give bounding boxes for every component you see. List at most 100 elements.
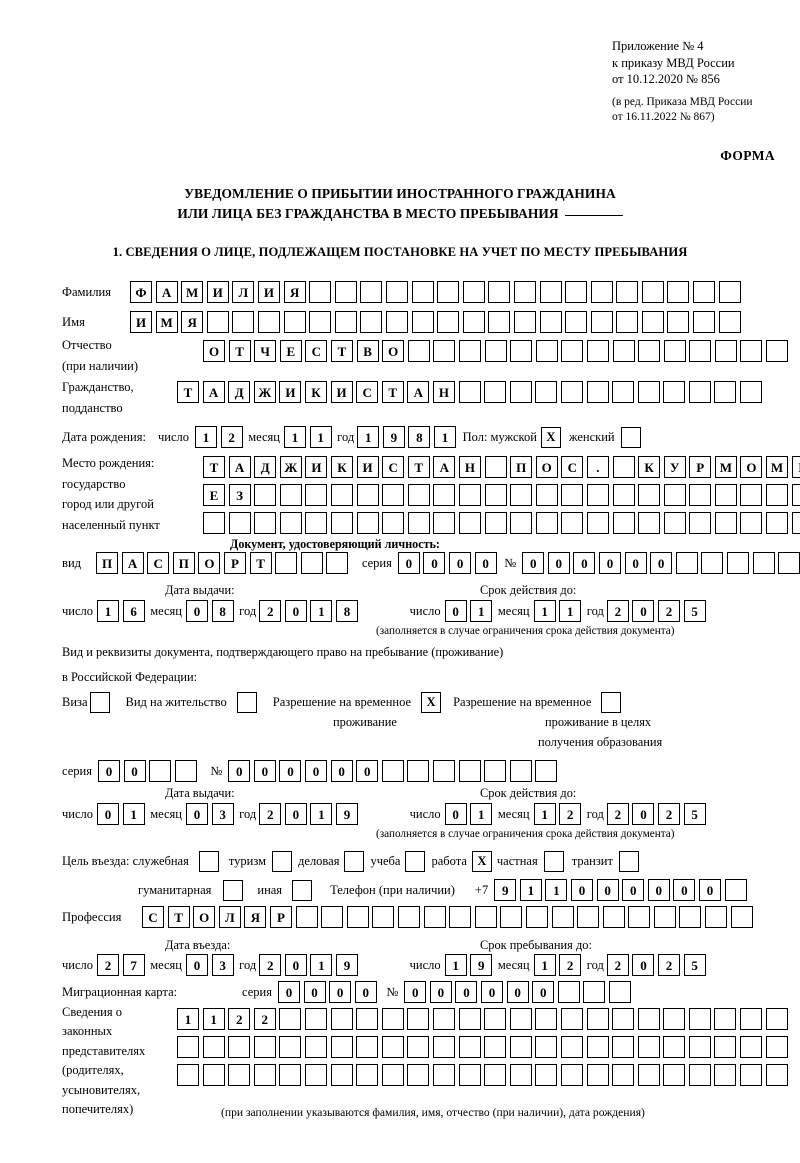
char-cell[interactable] (177, 1064, 199, 1086)
char-cell[interactable]: 0 (354, 981, 377, 1003)
char-cell[interactable] (561, 340, 584, 362)
sex-male-checkbox[interactable]: X (540, 426, 561, 448)
char-cell[interactable]: О (198, 552, 221, 574)
char-cell[interactable] (766, 340, 789, 362)
char-cell[interactable]: 2 (97, 954, 120, 976)
char-cell[interactable] (149, 760, 172, 782)
char-cell[interactable] (539, 281, 562, 303)
char-cell[interactable] (279, 484, 302, 506)
char-cell[interactable] (688, 381, 711, 403)
char-cell[interactable] (458, 340, 481, 362)
char-cell[interactable] (385, 311, 408, 333)
char-cell[interactable]: 2 (658, 600, 681, 622)
char-cell[interactable] (407, 484, 430, 506)
char-cell[interactable]: 8 (211, 600, 234, 622)
char-cell[interactable] (432, 1064, 455, 1086)
char-cell[interactable] (561, 484, 584, 506)
char-cell[interactable] (356, 1008, 379, 1030)
char-cell[interactable] (766, 512, 789, 534)
char-cell[interactable] (382, 512, 405, 534)
char-cell[interactable]: Ж (253, 381, 276, 403)
char-cell[interactable]: 1 (310, 954, 333, 976)
char-cell[interactable]: Д (254, 456, 277, 478)
char-cell[interactable] (232, 311, 255, 333)
char-cell[interactable] (279, 1008, 302, 1030)
char-cell[interactable] (765, 1064, 788, 1086)
char-cell[interactable] (458, 1008, 481, 1030)
char-cell[interactable] (718, 311, 741, 333)
char-cell[interactable] (346, 906, 369, 928)
char-cell[interactable]: И (305, 456, 328, 478)
char-cell[interactable]: М (181, 281, 204, 303)
char-cell[interactable]: 0 (632, 600, 655, 622)
char-cell[interactable]: Б (791, 456, 800, 478)
char-cell[interactable]: 0 (423, 552, 446, 574)
char-cell[interactable] (407, 512, 430, 534)
char-cell[interactable]: 0 (185, 954, 208, 976)
residence-permit-checkbox[interactable] (236, 692, 257, 713)
char-cell[interactable]: 9 (336, 954, 359, 976)
char-cell[interactable] (356, 484, 379, 506)
char-cell[interactable]: 0 (429, 981, 452, 1003)
edu-residence-checkbox[interactable] (601, 692, 622, 713)
char-cell[interactable] (334, 281, 357, 303)
char-cell[interactable] (279, 1064, 302, 1086)
char-cell[interactable] (295, 906, 318, 928)
char-cell[interactable] (560, 381, 583, 403)
char-cell[interactable] (612, 1036, 635, 1058)
char-cell[interactable] (667, 311, 690, 333)
char-cell[interactable] (407, 760, 430, 782)
char-cell[interactable] (616, 311, 639, 333)
char-cell[interactable]: 0 (185, 803, 208, 825)
char-cell[interactable]: 2 (606, 954, 629, 976)
char-cell[interactable] (539, 311, 562, 333)
char-cell[interactable] (602, 906, 625, 928)
char-cell[interactable]: Т (407, 456, 430, 478)
char-cell[interactable] (407, 340, 430, 362)
char-cell[interactable]: Т (177, 381, 199, 403)
char-cell[interactable] (372, 906, 395, 928)
char-cell[interactable] (174, 760, 197, 782)
char-cell[interactable] (433, 512, 456, 534)
char-cell[interactable]: 2 (559, 803, 582, 825)
char-cell[interactable]: Я (181, 311, 204, 333)
char-cell[interactable]: 2 (220, 426, 243, 448)
char-cell[interactable] (509, 381, 532, 403)
char-cell[interactable]: 0 (284, 954, 307, 976)
char-cell[interactable]: 0 (532, 981, 555, 1003)
char-cell[interactable] (484, 1008, 507, 1030)
char-cell[interactable]: А (433, 456, 456, 478)
char-cell[interactable]: 0 (123, 760, 146, 782)
char-cell[interactable] (689, 340, 712, 362)
char-cell[interactable]: Ф (130, 281, 152, 303)
char-cell[interactable]: Я (283, 281, 306, 303)
char-cell[interactable] (334, 311, 357, 333)
char-cell[interactable] (663, 381, 686, 403)
char-cell[interactable]: 0 (279, 760, 302, 782)
char-cell[interactable] (356, 1036, 379, 1058)
char-cell[interactable]: 0 (444, 600, 467, 622)
char-cell[interactable] (484, 456, 507, 478)
char-cell[interactable]: 0 (284, 600, 307, 622)
char-cell[interactable]: 0 (356, 760, 379, 782)
char-cell[interactable]: 0 (228, 760, 251, 782)
char-cell[interactable]: Т (228, 340, 251, 362)
char-cell[interactable] (663, 340, 686, 362)
char-cell[interactable] (590, 281, 613, 303)
char-cell[interactable] (356, 1064, 379, 1086)
char-cell[interactable]: 1 (97, 600, 120, 622)
char-cell[interactable] (791, 512, 800, 534)
char-cell[interactable] (177, 1036, 199, 1058)
char-cell[interactable]: О (535, 456, 558, 478)
